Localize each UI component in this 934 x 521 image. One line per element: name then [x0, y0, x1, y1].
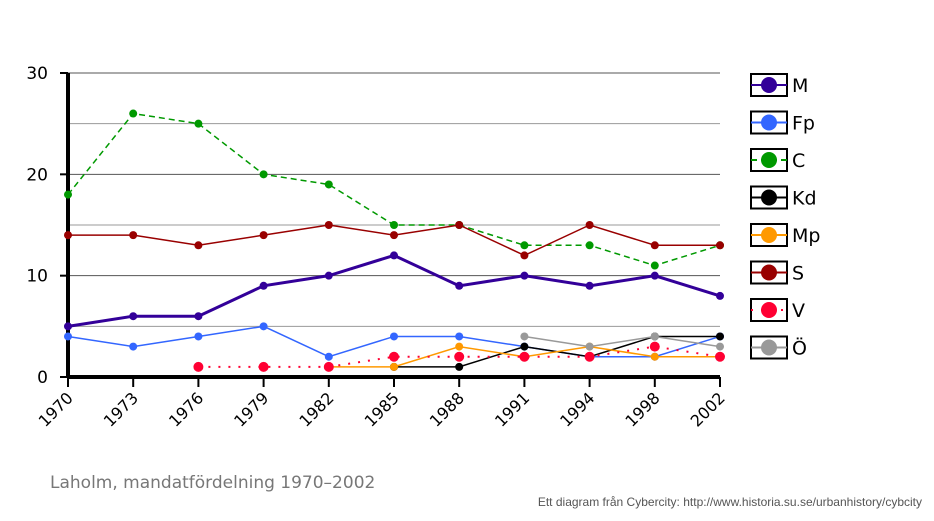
data-point-S	[716, 241, 724, 250]
y-tick-label: 20	[26, 165, 48, 185]
data-point-Fp	[324, 352, 333, 361]
series-line-Ö	[524, 335, 721, 348]
legend-marker	[761, 264, 777, 281]
data-point-S	[650, 241, 659, 250]
data-point-Ö	[520, 332, 529, 341]
legend-label: Mp	[792, 225, 820, 247]
data-point-Fp	[455, 332, 464, 341]
y-tick-label: 30	[26, 64, 48, 84]
data-point-V	[323, 361, 334, 372]
legend-marker	[761, 114, 777, 131]
data-point-C	[129, 109, 138, 118]
data-point-C	[585, 241, 594, 250]
data-point-M	[585, 281, 594, 290]
data-point-V	[649, 341, 660, 352]
x-tick-label: 1979	[230, 388, 272, 430]
data-point-Ö	[585, 342, 594, 351]
x-tick-label: 1970	[35, 388, 77, 430]
data-point-V	[519, 351, 530, 362]
data-point-M	[455, 281, 464, 290]
legend-label: Fp	[792, 113, 815, 135]
data-point-C	[194, 119, 203, 128]
x-tick-label: 1994	[556, 388, 598, 430]
data-point-Kd	[520, 342, 529, 351]
data-point-Ö	[716, 342, 724, 351]
data-point-C	[324, 180, 333, 189]
chart-title: Laholm, mandatfördelning 1970–2002	[50, 473, 376, 493]
x-tick-label: 1998	[621, 388, 663, 430]
legend-marker	[761, 227, 777, 243]
data-point-C	[520, 241, 529, 250]
data-point-V	[193, 361, 204, 372]
data-point-Fp	[390, 332, 398, 341]
data-point-M	[324, 271, 333, 280]
data-point-S	[64, 231, 72, 240]
data-point-C	[390, 221, 398, 229]
x-tick-label: 1973	[100, 388, 142, 430]
data-point-Kd	[455, 362, 464, 371]
y-tick-label: 10	[26, 267, 48, 287]
x-tick-label: 1982	[295, 388, 337, 430]
legend-label: Kd	[792, 188, 817, 210]
data-point-V	[584, 351, 595, 362]
series-line-C	[67, 112, 721, 267]
data-point-S	[259, 231, 268, 240]
legend-label: C	[792, 150, 805, 172]
data-point-S	[129, 231, 138, 240]
chart-credit: Ett diagram från Cybercity: http://www.h…	[537, 495, 922, 509]
data-point-S	[194, 241, 203, 250]
x-tick-label: 1976	[165, 388, 207, 430]
legend-label: V	[792, 300, 805, 322]
data-point-M	[259, 281, 268, 290]
data-point-Kd	[716, 332, 724, 341]
x-tick-label: 2002	[687, 388, 729, 430]
x-tick-label: 1991	[491, 388, 533, 430]
data-point-Mp	[455, 342, 464, 351]
data-point-C	[650, 261, 659, 270]
legend-marker	[761, 77, 777, 93]
data-point-S	[585, 221, 594, 229]
data-point-V	[454, 351, 465, 362]
data-point-M	[129, 312, 138, 321]
data-point-C	[64, 190, 72, 199]
legend-marker	[761, 302, 777, 318]
data-point-V	[715, 351, 725, 362]
data-point-S	[324, 221, 333, 229]
legend-label: Ö	[792, 337, 807, 360]
data-point-M	[650, 271, 659, 280]
legend-marker	[761, 152, 777, 168]
legend-marker	[761, 339, 777, 356]
data-point-Mp	[390, 362, 398, 371]
data-point-Fp	[259, 322, 268, 331]
data-point-Ö	[650, 332, 659, 341]
data-point-C	[259, 170, 268, 179]
data-point-V	[389, 351, 399, 362]
data-point-M	[64, 322, 72, 331]
legend-label: S	[792, 263, 804, 285]
data-point-Fp	[64, 332, 72, 341]
series-line-S	[68, 224, 720, 257]
y-tick-label: 0	[37, 368, 48, 388]
data-point-S	[390, 231, 398, 240]
data-point-M	[520, 271, 529, 280]
x-tick-label: 1985	[361, 388, 403, 430]
data-point-V	[258, 361, 269, 372]
legend-label: M	[792, 75, 808, 97]
data-point-M	[716, 291, 724, 300]
data-point-Mp	[650, 352, 659, 361]
x-tick-label: 1988	[426, 388, 468, 430]
legend-marker	[761, 189, 777, 206]
data-point-Fp	[129, 342, 138, 351]
data-point-S	[520, 251, 529, 260]
series-line-M	[67, 253, 721, 328]
data-point-M	[194, 312, 203, 321]
data-point-Fp	[194, 332, 203, 341]
data-point-S	[455, 221, 464, 229]
data-point-M	[390, 251, 398, 260]
